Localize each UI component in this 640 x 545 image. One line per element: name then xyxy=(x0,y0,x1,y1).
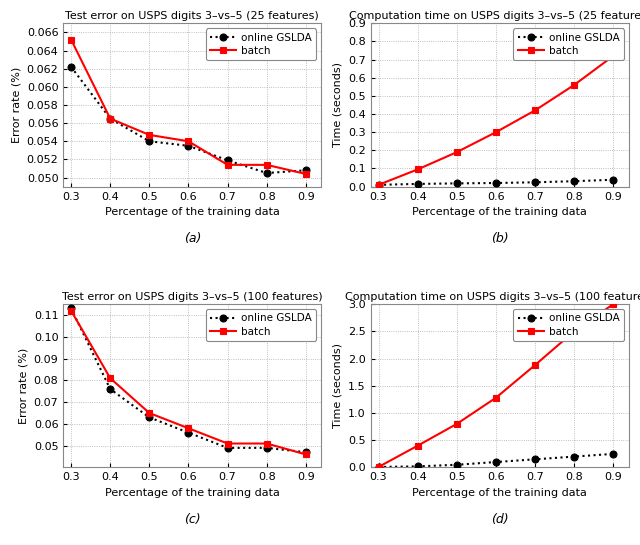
online GSLDA xyxy=(414,463,422,470)
Title: Test error on USPS digits 3–vs–5 (100 features): Test error on USPS digits 3–vs–5 (100 fe… xyxy=(62,292,323,302)
batch xyxy=(302,171,310,177)
online GSLDA xyxy=(414,180,422,187)
batch xyxy=(145,410,153,416)
online GSLDA xyxy=(67,305,75,312)
online GSLDA xyxy=(531,456,539,463)
X-axis label: Percentage of the training data: Percentage of the training data xyxy=(412,207,588,217)
batch xyxy=(414,443,422,449)
Line: online GSLDA: online GSLDA xyxy=(68,63,309,177)
Line: online GSLDA: online GSLDA xyxy=(375,450,617,470)
Y-axis label: Time (seconds): Time (seconds) xyxy=(333,63,342,148)
Y-axis label: Error rate (%): Error rate (%) xyxy=(11,67,21,143)
online GSLDA xyxy=(184,429,192,436)
online GSLDA xyxy=(492,459,500,465)
batch xyxy=(67,307,75,314)
batch xyxy=(531,107,539,114)
batch xyxy=(609,301,617,307)
batch xyxy=(453,421,461,427)
batch xyxy=(302,451,310,458)
batch xyxy=(453,149,461,155)
X-axis label: Percentage of the training data: Percentage of the training data xyxy=(412,488,588,498)
online GSLDA xyxy=(570,453,578,460)
Legend: online GSLDA, batch: online GSLDA, batch xyxy=(206,28,316,60)
batch xyxy=(570,82,578,88)
batch xyxy=(374,181,382,188)
Legend: online GSLDA, batch: online GSLDA, batch xyxy=(513,28,624,60)
Y-axis label: Error rate (%): Error rate (%) xyxy=(18,348,28,424)
online GSLDA xyxy=(374,464,382,470)
batch xyxy=(106,375,114,382)
online GSLDA xyxy=(570,178,578,184)
batch xyxy=(492,129,500,136)
batch xyxy=(224,162,232,168)
X-axis label: Percentage of the training data: Percentage of the training data xyxy=(105,488,280,498)
batch xyxy=(106,116,114,122)
Line: batch: batch xyxy=(68,36,309,178)
batch xyxy=(492,395,500,401)
online GSLDA xyxy=(106,116,114,122)
batch xyxy=(145,132,153,138)
online GSLDA xyxy=(453,180,461,186)
online GSLDA xyxy=(224,445,232,451)
batch xyxy=(263,162,271,168)
Line: batch: batch xyxy=(375,301,617,470)
Legend: online GSLDA, batch: online GSLDA, batch xyxy=(513,310,624,341)
online GSLDA xyxy=(374,181,382,188)
online GSLDA xyxy=(67,64,75,70)
online GSLDA xyxy=(609,177,617,183)
online GSLDA xyxy=(106,386,114,392)
batch xyxy=(531,362,539,368)
online GSLDA xyxy=(224,157,232,164)
online GSLDA xyxy=(453,462,461,468)
Line: batch: batch xyxy=(68,307,309,458)
batch xyxy=(609,53,617,59)
online GSLDA xyxy=(302,449,310,456)
Line: online GSLDA: online GSLDA xyxy=(68,305,309,456)
batch xyxy=(67,37,75,43)
online GSLDA xyxy=(263,445,271,451)
batch xyxy=(184,425,192,432)
batch xyxy=(184,138,192,144)
batch xyxy=(374,464,382,470)
batch xyxy=(414,166,422,173)
Text: (c): (c) xyxy=(184,513,201,526)
online GSLDA xyxy=(145,138,153,144)
online GSLDA xyxy=(531,179,539,185)
online GSLDA xyxy=(492,180,500,186)
online GSLDA xyxy=(184,143,192,149)
batch xyxy=(263,440,271,447)
Text: (b): (b) xyxy=(491,232,509,245)
Y-axis label: Time (seconds): Time (seconds) xyxy=(333,343,342,428)
Line: online GSLDA: online GSLDA xyxy=(375,176,617,189)
X-axis label: Percentage of the training data: Percentage of the training data xyxy=(105,207,280,217)
Title: Computation time on USPS digits 3–vs–5 (100 features): Computation time on USPS digits 3–vs–5 (… xyxy=(345,292,640,302)
batch xyxy=(224,440,232,447)
online GSLDA xyxy=(609,451,617,457)
batch xyxy=(570,328,578,335)
Text: (a): (a) xyxy=(184,232,201,245)
online GSLDA xyxy=(302,167,310,173)
online GSLDA xyxy=(263,169,271,176)
Legend: online GSLDA, batch: online GSLDA, batch xyxy=(206,310,316,341)
online GSLDA xyxy=(145,414,153,421)
Title: Computation time on USPS digits 3–vs–5 (25 features): Computation time on USPS digits 3–vs–5 (… xyxy=(349,11,640,21)
Line: batch: batch xyxy=(375,52,617,189)
Title: Test error on USPS digits 3–vs–5 (25 features): Test error on USPS digits 3–vs–5 (25 fea… xyxy=(65,11,319,21)
Text: (d): (d) xyxy=(491,513,509,526)
